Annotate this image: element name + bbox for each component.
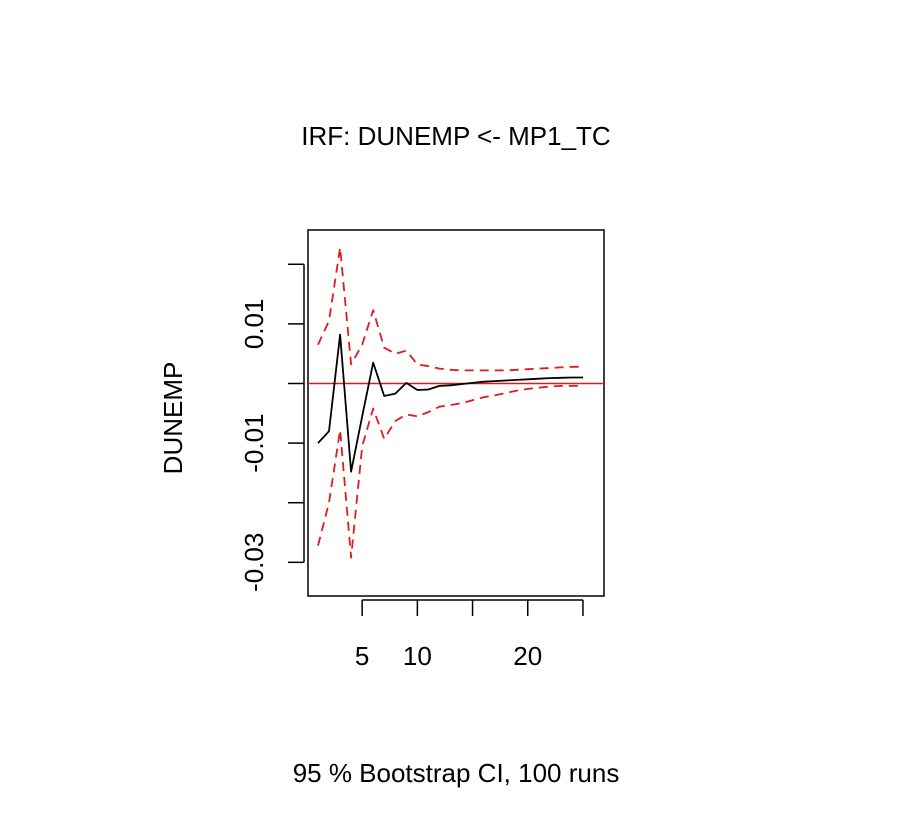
y-tick-label: -0.03	[239, 533, 269, 592]
y-tick-label: -0.01	[239, 413, 269, 472]
x-tick-label: 10	[403, 641, 432, 671]
x-axis: 5 10 20	[355, 599, 584, 671]
series-line-upper	[317, 246, 583, 372]
y-axis: -0.03 -0.01 0.01	[239, 263, 305, 592]
y-tick-label: 0.01	[239, 299, 269, 350]
chart-title: IRF: DUNEMP <- MP1_TC	[301, 121, 610, 151]
series-line-lower	[317, 384, 583, 559]
series-layer	[317, 246, 583, 559]
x-tick-label: 20	[513, 641, 542, 671]
plot-frame	[307, 229, 605, 597]
ci-caption: 95 % Bootstrap CI, 100 runs	[293, 758, 620, 788]
series-line-irf	[317, 333, 583, 473]
y-axis-label: DUNEMP	[158, 362, 188, 475]
x-tick-label: 5	[355, 641, 369, 671]
